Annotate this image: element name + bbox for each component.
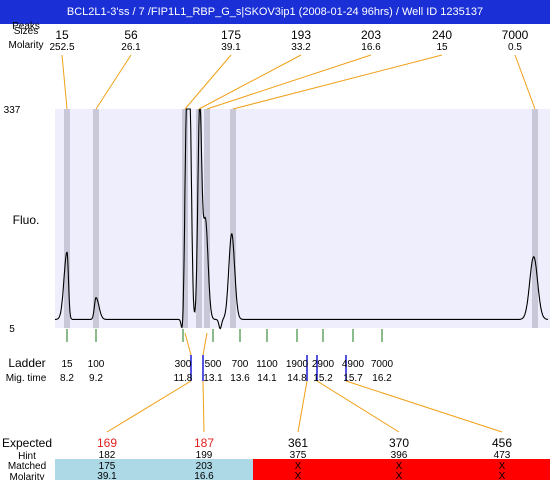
expected-connector	[297, 380, 308, 433]
ladder-size-label: 7000	[371, 359, 394, 370]
molarity-row-label: Molarity	[8, 40, 43, 51]
matched-molarity-value: X	[396, 471, 403, 480]
peak-connector	[232, 54, 443, 110]
plot-area	[55, 109, 550, 328]
peak-band-15	[64, 109, 70, 328]
peak-band-240	[230, 109, 236, 328]
ladder-size-label: 2900	[312, 359, 335, 370]
peaks-row-label: Peaks	[12, 21, 40, 32]
mig-time-row-label: Mig. time	[6, 373, 47, 384]
expected-connector	[316, 380, 400, 433]
matched-molarity-value: X	[295, 471, 302, 480]
fluo-axis-label: Fluo.	[13, 213, 40, 227]
sizes-row-label: Sizes	[14, 26, 38, 37]
matched-molarity-value: 39.1	[97, 471, 117, 480]
matched-value: X	[396, 461, 403, 472]
expected-connector	[202, 380, 205, 433]
hint-row-label: Hint	[18, 451, 36, 462]
peak-size-label: 56	[124, 28, 138, 42]
peak-size-label: 15	[55, 28, 69, 42]
peak-connector	[514, 54, 536, 110]
expected-connector	[106, 380, 192, 433]
matched-molarity-value: X	[499, 471, 506, 480]
peak-band-56	[93, 109, 99, 328]
ladder-size-label: 700	[232, 359, 249, 370]
expected-row-label: Expected	[2, 436, 52, 450]
peak-connector	[61, 54, 68, 110]
peak-size-label: 193	[291, 28, 311, 42]
peak-connector	[198, 54, 302, 110]
hint-value: 473	[494, 450, 511, 461]
hint-value: 375	[290, 450, 307, 461]
peak-size-label: 7000	[502, 28, 529, 42]
peak-connector	[95, 54, 132, 110]
matched-row-bg	[55, 459, 253, 480]
ladder-size-label: 500	[205, 359, 222, 370]
ladder-time-label: 9.2	[89, 373, 103, 384]
peak-band-203	[204, 109, 210, 328]
peak-size-label: 175	[221, 28, 241, 42]
peak-molarity-label: 16.6	[361, 42, 381, 53]
ladder-time-label: 15.2	[313, 373, 333, 384]
peak-molarity-label: 0.5	[508, 42, 522, 53]
ladder-time-label: 15.7	[343, 373, 363, 384]
ladder-time-label: 11.8	[174, 373, 193, 384]
peak-size-label: 240	[432, 28, 452, 42]
ladder-time-label: 16.2	[372, 373, 392, 384]
molarity-bottom-row-label: Molarity	[9, 472, 44, 480]
peak-band-7000	[532, 109, 538, 328]
ladder-row-label: Ladder	[8, 356, 45, 370]
peak-connector	[206, 54, 372, 110]
ladder-size-label: 4900	[342, 359, 365, 370]
peak-molarity-label: 39.1	[221, 42, 241, 53]
expected-value: 169	[97, 436, 117, 450]
matched-value: 203	[196, 461, 213, 472]
peak-molarity-label: 252.5	[49, 42, 74, 53]
peak-band-193	[196, 109, 202, 328]
expected-value: 456	[492, 436, 512, 450]
hint-value: 396	[391, 450, 408, 461]
marker-connector	[184, 332, 192, 356]
ladder-size-label: 100	[88, 359, 105, 370]
peak-molarity-label: 26.1	[121, 42, 141, 53]
expected-value: 370	[389, 436, 409, 450]
hint-value: 182	[99, 450, 116, 461]
ladder-size-label: 300	[175, 359, 192, 370]
hint-value: 199	[196, 450, 213, 461]
ladder-size-label: 1900	[286, 359, 309, 370]
peak-connector	[184, 54, 232, 110]
peak-size-label: 203	[361, 28, 381, 42]
ladder-time-label: 8.2	[60, 373, 74, 384]
peak-molarity-label: 15	[436, 42, 448, 53]
window-title: BCL2L1-3'ss / 7 /FIP1L1_RBP_G_s|SKOV3ip1…	[0, 0, 550, 24]
peak-molarity-label: 33.2	[291, 42, 311, 53]
unmatched-row-bg	[253, 459, 550, 480]
matched-molarity-value: 16.6	[194, 471, 214, 480]
ladder-time-label: 13.1	[203, 373, 223, 384]
matched-value: X	[499, 461, 506, 472]
y-tick-min: 5	[9, 324, 15, 335]
ladder-size-label: 15	[61, 359, 73, 370]
y-tick-max: 337	[4, 105, 21, 116]
marker-connector	[202, 332, 208, 356]
fluorescence-trace	[55, 108, 548, 330]
ladder-time-label: 14.1	[257, 373, 277, 384]
expected-value: 187	[194, 436, 214, 450]
matched-row-label: Matched	[8, 461, 46, 472]
matched-value: X	[295, 461, 302, 472]
expected-value: 361	[288, 436, 308, 450]
ladder-size-label: 1100	[256, 359, 278, 370]
ladder-time-label: 13.6	[230, 373, 250, 384]
expected-connector	[345, 380, 503, 433]
matched-value: 175	[99, 461, 116, 472]
ladder-time-label: 14.8	[287, 373, 307, 384]
